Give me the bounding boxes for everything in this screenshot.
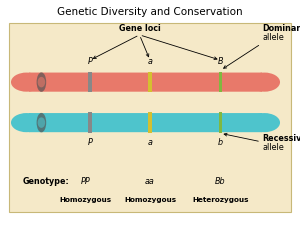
Text: PP: PP [81, 177, 90, 186]
Text: Gene loci: Gene loci [118, 24, 160, 33]
Text: Genetic Diversity and Conservation: Genetic Diversity and Conservation [57, 7, 243, 17]
Text: aa: aa [145, 177, 155, 186]
Bar [148, 72, 152, 92]
Bar [148, 112, 152, 133]
Bar [88, 112, 92, 133]
Text: b: b [218, 138, 223, 147]
Ellipse shape [38, 117, 45, 128]
Text: P: P [88, 138, 92, 147]
Ellipse shape [11, 72, 42, 92]
Text: Bb: Bb [215, 177, 226, 186]
Ellipse shape [249, 113, 280, 132]
Text: P: P [88, 57, 92, 66]
Text: a: a [148, 57, 152, 66]
Text: a: a [148, 138, 152, 147]
Text: Genotype:: Genotype: [22, 177, 69, 186]
Ellipse shape [37, 72, 46, 92]
Ellipse shape [37, 113, 46, 132]
Text: B: B [218, 57, 223, 66]
Text: Dominant: Dominant [262, 24, 300, 33]
Text: allele: allele [262, 143, 284, 152]
FancyBboxPatch shape [29, 113, 262, 132]
Bar [218, 72, 223, 92]
Text: allele: allele [262, 33, 284, 42]
Text: Recessive: Recessive [262, 134, 300, 143]
FancyBboxPatch shape [29, 72, 262, 92]
Ellipse shape [11, 113, 42, 132]
Ellipse shape [38, 77, 45, 87]
Bar [88, 72, 92, 92]
Ellipse shape [249, 72, 280, 92]
Bar [218, 112, 223, 133]
Text: Homozygous: Homozygous [124, 197, 176, 203]
Text: Homozygous: Homozygous [59, 197, 112, 203]
Text: Heterozygous: Heterozygous [192, 197, 249, 203]
FancyBboxPatch shape [9, 22, 291, 212]
